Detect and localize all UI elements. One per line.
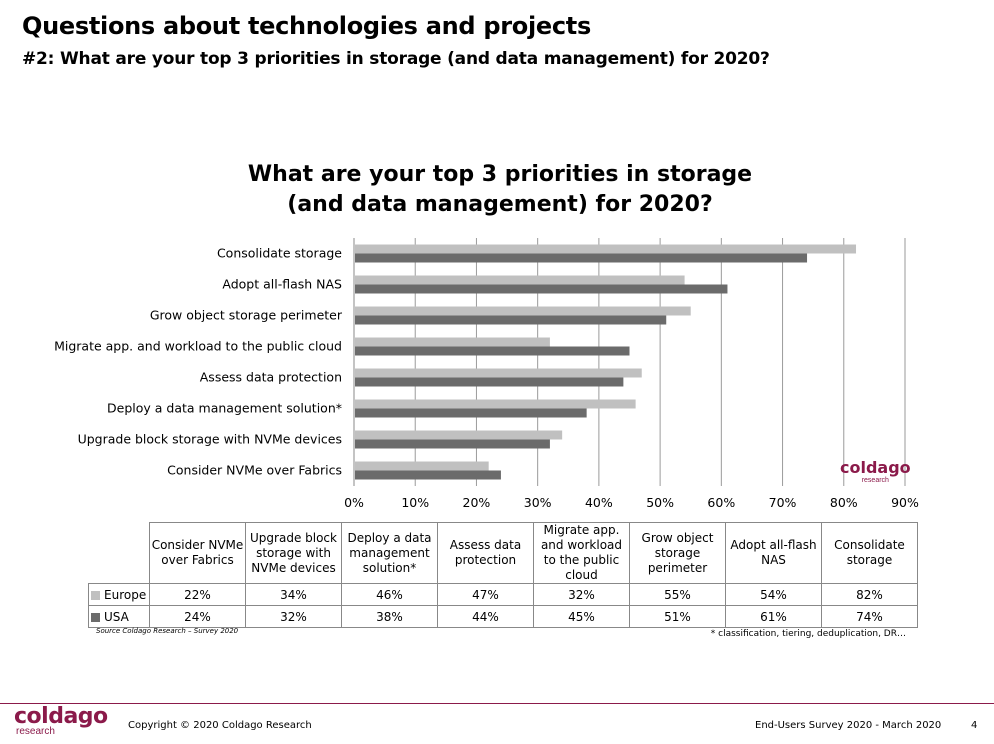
chart-logo: coldago research xyxy=(840,460,911,487)
copyright: Copyright © 2020 Coldago Research xyxy=(128,720,312,731)
table-row: USA 24% 32% 38% 44% 45% 51% 61% 74% xyxy=(88,605,918,628)
data-table: Consider NVMe over Fabrics Upgrade block… xyxy=(88,522,918,628)
table-corner xyxy=(89,523,150,584)
table-cell: 44% xyxy=(437,605,534,628)
footer-logo-word: coldago xyxy=(14,704,108,729)
chart-title-line1: What are your top 3 priorities in storag… xyxy=(247,162,753,187)
x-tick-label: 50% xyxy=(646,495,674,510)
bar-europe xyxy=(355,275,685,285)
table-header-cell: Consolidate storage xyxy=(821,522,918,584)
category-label: Migrate app. and workload to the public … xyxy=(54,339,342,354)
survey-label: End-Users Survey 2020 - March 2020 xyxy=(755,720,942,731)
table-cell: 32% xyxy=(533,583,630,606)
table-cell: 45% xyxy=(533,605,630,628)
bar-usa xyxy=(355,470,501,480)
x-tick-label: 10% xyxy=(401,495,429,510)
table-header-cell: Grow object storage perimeter xyxy=(629,522,726,584)
bar-europe xyxy=(355,306,691,316)
page-subtitle: #2: What are your top 3 priorities in st… xyxy=(22,49,770,69)
table-cell: 74% xyxy=(821,605,918,628)
page-number: 4 xyxy=(971,720,978,731)
table-header-cell: Deploy a data management solution* xyxy=(341,522,438,584)
table-cell: 46% xyxy=(341,583,438,606)
table-row-label: USA xyxy=(88,605,150,628)
bar-europe xyxy=(355,368,642,378)
category-label: Consider NVMe over Fabrics xyxy=(167,463,342,478)
category-label: Adopt all-flash NAS xyxy=(222,277,342,292)
x-tick-label: 20% xyxy=(463,495,491,510)
table-row-label: Europe xyxy=(88,583,150,606)
table-row: Europe 22% 34% 46% 47% 32% 55% 54% 82% xyxy=(88,583,918,606)
table-cell: 38% xyxy=(341,605,438,628)
category-label: Deploy a data management solution* xyxy=(107,401,342,416)
table-cell: 32% xyxy=(245,605,342,628)
series-name: USA xyxy=(104,609,129,624)
footnote: * classification, tiering, deduplication… xyxy=(710,629,906,639)
x-tick-label: 90% xyxy=(891,495,919,510)
bar-europe xyxy=(355,244,857,254)
bar-usa xyxy=(355,408,587,418)
table-cell: 22% xyxy=(149,583,246,606)
table-cell: 47% xyxy=(437,583,534,606)
table-cell: 54% xyxy=(725,583,822,606)
x-tick-label: 0% xyxy=(344,495,364,510)
table-header-cell: Assess data protection xyxy=(437,522,534,584)
bar-chart: 0% 10% 20% 30% 40% 50% 60% 70% 80% 90% Consolidate… xyxy=(54,238,919,510)
table-header-cell: Upgrade block storage with NVMe devices xyxy=(245,522,342,584)
bar-usa xyxy=(355,284,728,294)
table-cell: 55% xyxy=(629,583,726,606)
category-label: Grow object storage perimeter xyxy=(150,308,343,323)
table-header-cell: Migrate app. and workload to the public … xyxy=(533,522,630,584)
category-label: Upgrade block storage with NVMe devices xyxy=(78,432,342,447)
page-title: Questions about technologies and project… xyxy=(22,12,591,40)
legend-swatch xyxy=(91,612,100,622)
bar-europe xyxy=(355,399,636,409)
category-label: Consolidate storage xyxy=(217,246,342,261)
chart-title: What are your top 3 priorities in storag… xyxy=(230,160,770,220)
x-tick-label: 60% xyxy=(707,495,735,510)
legend-swatch xyxy=(91,590,100,600)
bar-europe xyxy=(355,337,550,347)
bar-usa xyxy=(355,346,630,356)
category-label: Assess data protection xyxy=(200,370,342,385)
bar-europe xyxy=(355,430,563,440)
source-note: Source Coldago Research – Survey 2020 xyxy=(96,627,239,635)
chart-title-line2: (and data management) for 2020? xyxy=(287,192,713,217)
bar-usa xyxy=(355,439,550,449)
x-tick-label: 80% xyxy=(830,495,858,510)
table-cell: 24% xyxy=(149,605,246,628)
table-cell: 51% xyxy=(629,605,726,628)
chart-logo-word: coldago xyxy=(840,458,911,477)
footer-logo-sub: research xyxy=(16,726,55,737)
bar-europe xyxy=(355,461,489,471)
bar-usa xyxy=(355,377,624,387)
series-name: Europe xyxy=(104,587,147,602)
table-header-cell: Adopt all-flash NAS xyxy=(725,522,822,584)
table-cell: 34% xyxy=(245,583,342,606)
x-tick-label: 40% xyxy=(585,495,613,510)
table-cell: 61% xyxy=(725,605,822,628)
footer-divider xyxy=(0,703,994,704)
chart-logo-sub: research xyxy=(861,477,889,484)
table-cell: 82% xyxy=(821,583,918,606)
x-tick-label: 30% xyxy=(524,495,552,510)
table-header-cell: Consider NVMe over Fabrics xyxy=(149,522,246,584)
x-tick-label: 70% xyxy=(769,495,797,510)
footer-logo: coldago research xyxy=(14,706,108,737)
bar-usa xyxy=(355,315,667,325)
bar-usa xyxy=(355,253,808,263)
table-header-row: Consider NVMe over Fabrics Upgrade block… xyxy=(89,522,918,584)
